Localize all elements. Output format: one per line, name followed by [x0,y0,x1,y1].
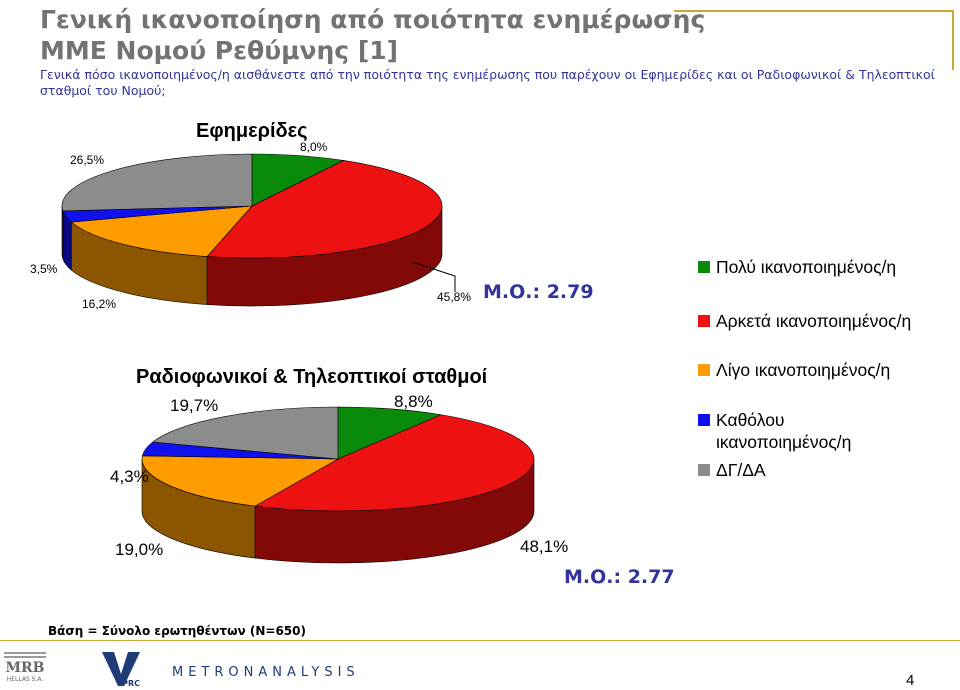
chart-1-label-little: 16,2% [82,297,117,311]
chart-2-slice-little [141,455,340,507]
chart-2-label-not-at-all: 4,3% [110,467,149,486]
chart-1-label-very: 8,0% [300,140,328,154]
title-line-1: Γενική ικανοποίηση από ποιότητα ενημέρωσ… [40,5,706,34]
svg-text:MRB: MRB [6,660,45,676]
title-divider-vertical [952,10,954,70]
legend-label-not-at-all: Καθόλου ικανοποιημένος/η [716,410,852,452]
chart-2-slice-very [337,406,443,460]
chart-1-slice-fairly [206,160,443,259]
chart-1-mean: Μ.Ο.: 2.79 [483,281,594,303]
chart-1-slice-dkna [61,153,253,212]
footer-divider [0,640,960,641]
legend-swatch-little [698,364,710,376]
legend-swatch-very [698,261,710,273]
chart-2-mean: Μ.Ο.: 2.77 [564,566,675,588]
chart-1-slice-little [70,205,253,257]
legend-item-dkna: ΔΓ/ΔΑ [698,459,916,481]
legend-item-very: Πολύ ικανοποιημένος/η [698,256,916,278]
page-title: Γενική ικανοποίηση από ποιότητα ενημέρωσ… [40,4,705,66]
legend-swatch-dkna [698,464,710,476]
legend-swatch-fairly [698,315,710,327]
vprc-logo: VPRC [100,650,142,688]
mrb-logo: MRB HELLAS S.A. [4,650,46,684]
legend-swatch-not-at-all [698,414,710,426]
metronanalysis-logo: METRONANALYSIS [172,665,360,680]
base-note: Βάση = Σύνολο ερωτηθέντων (Ν=650) [48,624,306,638]
title-line-2: ΜΜΕ Νομού Ρεθύμνης [1] [40,36,399,65]
legend-label-dkna: ΔΓ/ΔΑ [716,460,766,480]
chart-1-title: Εφημερίδες [196,120,308,142]
chart-1-slice-very [251,153,345,207]
legend-item-fairly: Αρκετά ικανοποιημένος/η [698,310,916,332]
chart-2-label-fairly: 48,1% [520,537,569,556]
survey-question: Γενικά πόσο ικανοποιημένος/η αισθάνεστε … [40,67,935,98]
chart-1-label-fairly: 45,8% [437,290,472,304]
chart-2-slice-dkna [151,406,339,460]
page-number: 4 [906,672,915,689]
legend-item-little: Λίγο ικανοποιημένος/η [698,359,916,381]
chart-2-label-very: 8,8% [394,392,433,411]
legend-label-little: Λίγο ικανοποιημένος/η [716,360,891,380]
legend-item-not-at-all: Καθόλου ικανοποιημένος/η [698,409,886,453]
legend-label-fairly: Αρκετά ικανοποιημένος/η [716,311,912,331]
svg-text:VPRC: VPRC [116,679,140,688]
chart-2-slice-fairly [254,414,535,512]
chart-2-label-little: 19,0% [115,540,164,559]
chart-2-title: Ραδιοφωνικοί & Τηλεοπτικοί σταθμοί [136,366,488,388]
title-divider [674,10,954,12]
svg-text:HELLAS S.A.: HELLAS S.A. [7,676,44,683]
legend-label-very: Πολύ ικανοποιημένος/η [716,257,897,277]
chart-1-label-dkna: 26,5% [70,153,105,167]
chart-1-label-not-at-all: 3,5% [30,262,58,276]
chart-2-label-dkna: 19,7% [170,396,219,415]
